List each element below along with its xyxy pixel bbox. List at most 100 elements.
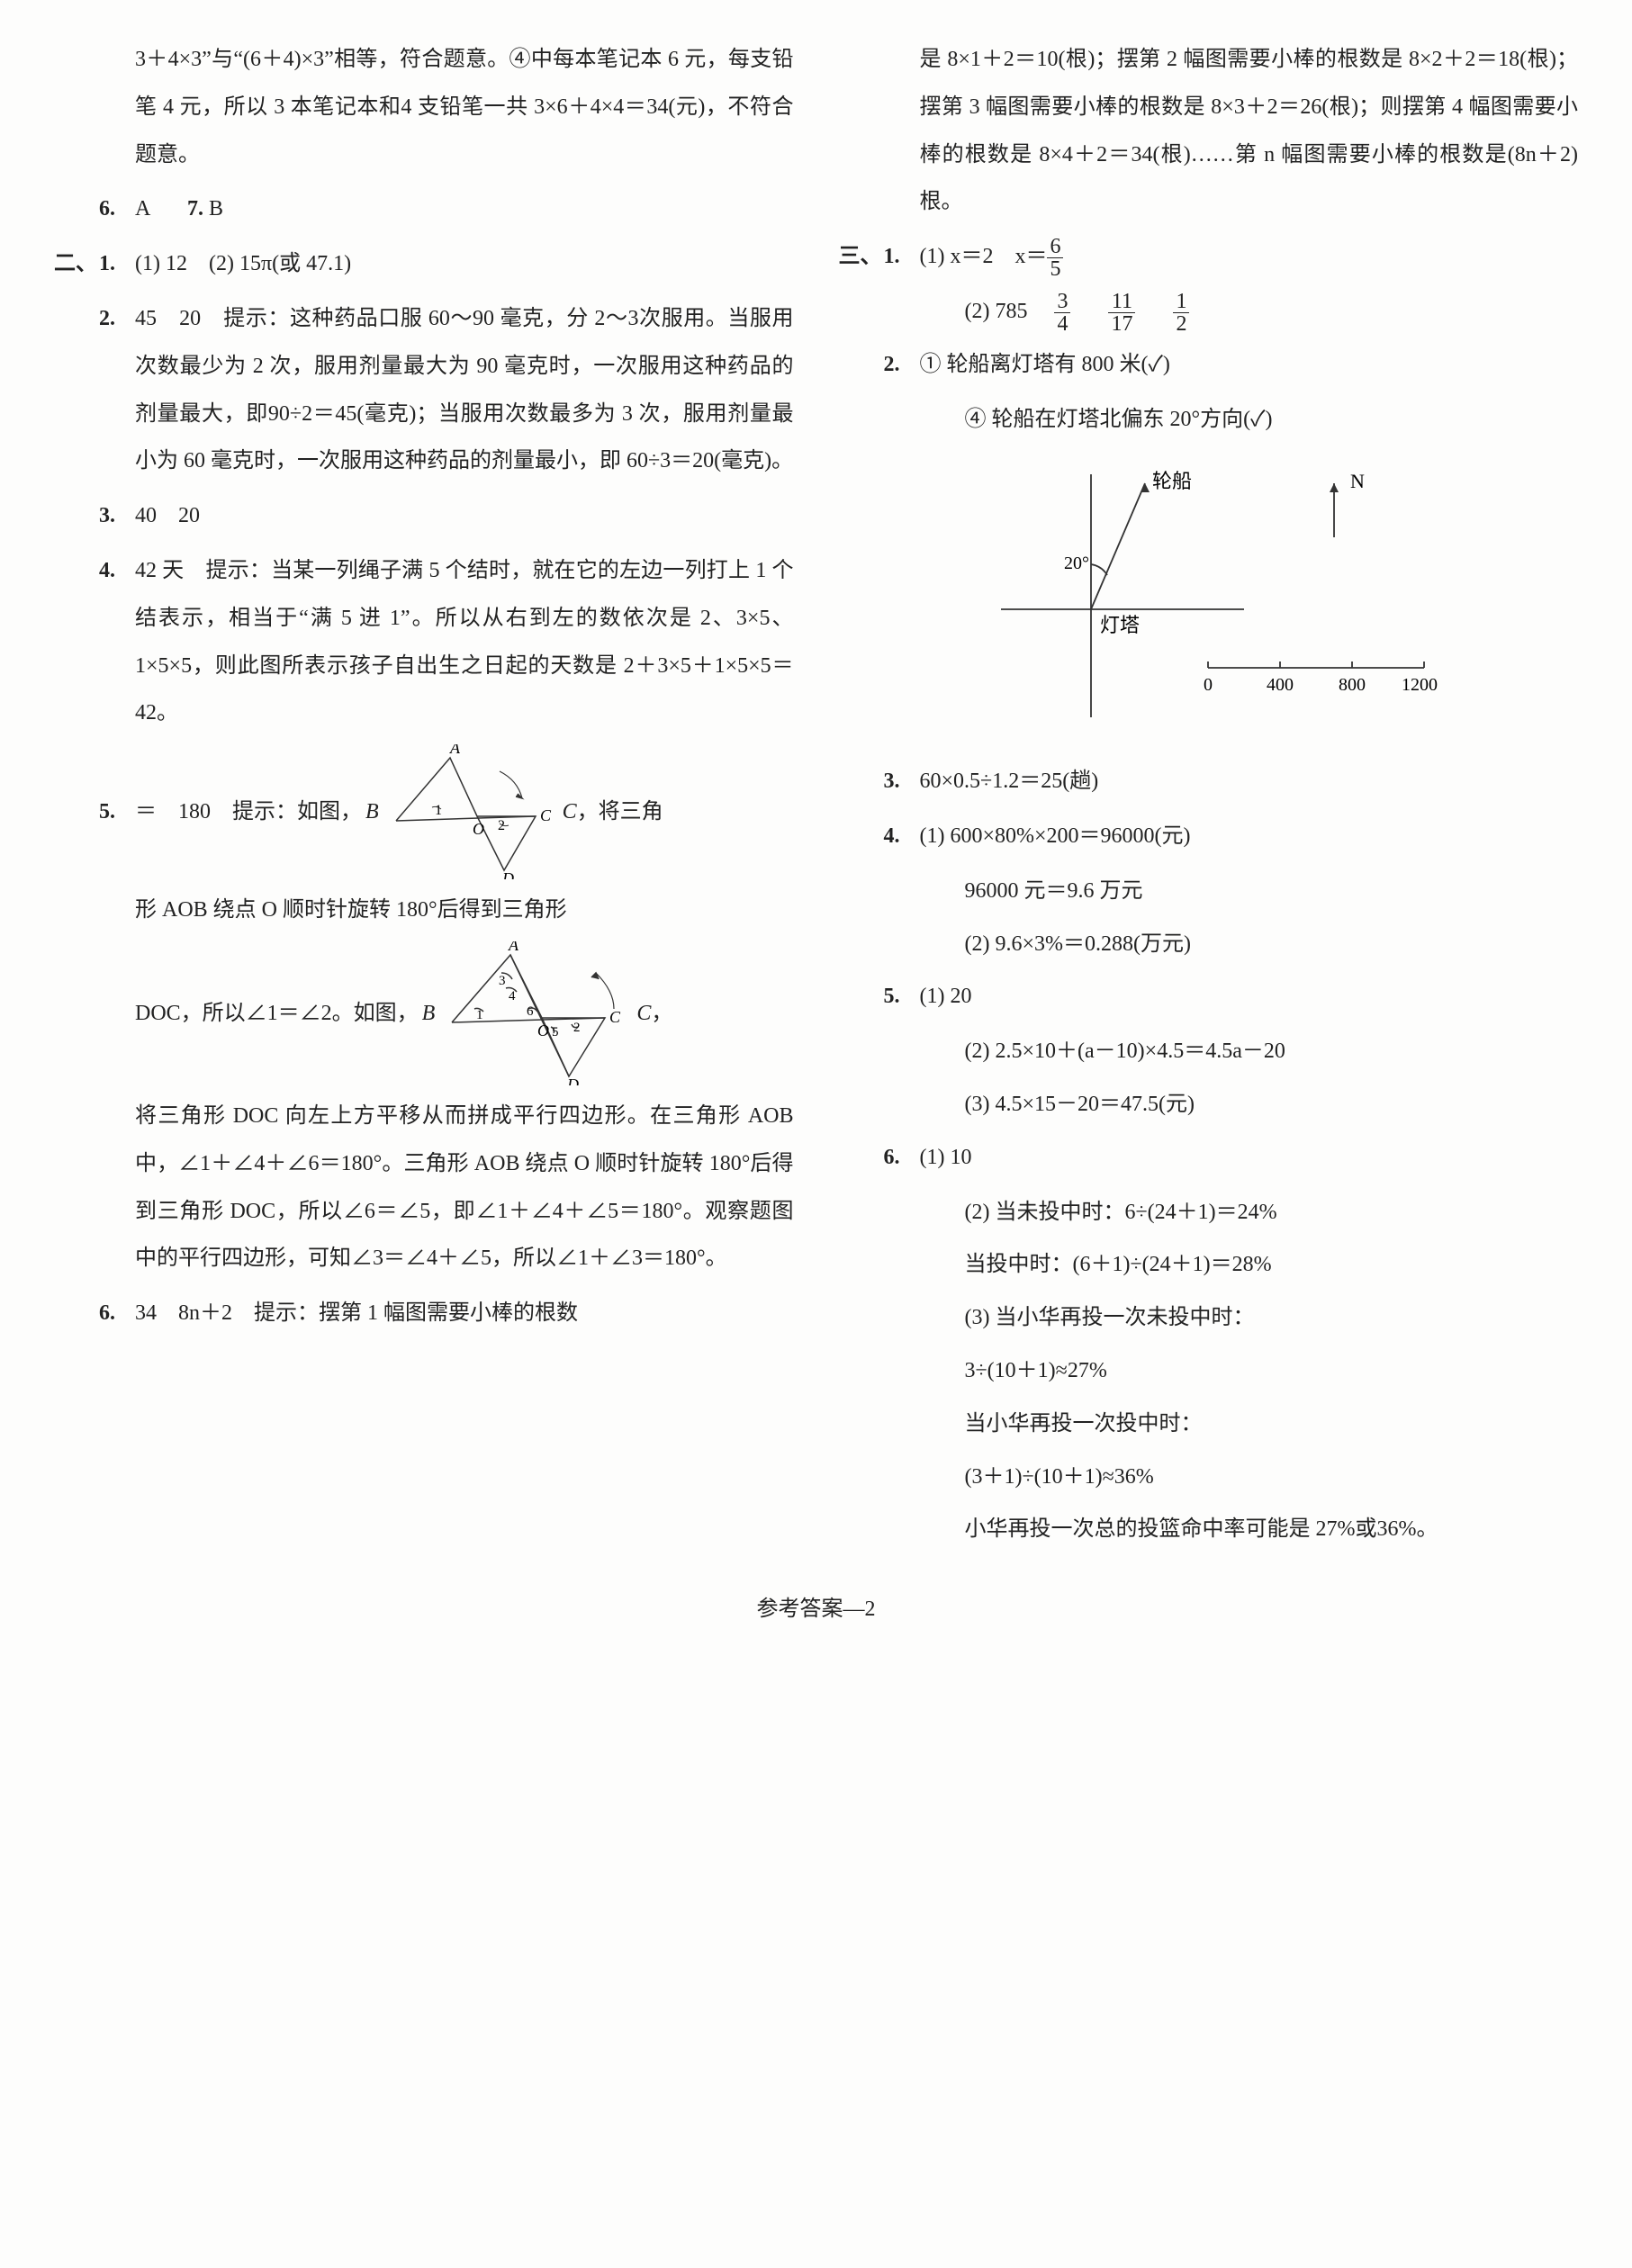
q5-number: 5. [99,788,115,836]
q7-answer: B [209,197,223,220]
q6-answer-2: 34 8n＋2 提示：摆第 1 幅图需要小棒的根数 [135,1301,578,1325]
q7-number: 7. [187,197,203,220]
svg-text:O: O [537,1022,549,1040]
section-2-q3: 3. 40 20 [54,492,794,540]
svg-text:6: 6 [527,1004,534,1019]
r-q2-answer-b: ④ 轮船在灯塔北偏东 20°方向(✓) [839,396,1579,444]
svg-text:C: C [609,1008,621,1026]
svg-text:2: 2 [498,818,505,833]
r-q6-answer-h: 小华再投一次总的投篮命中率可能是 27%或36%。 [839,1506,1579,1553]
q6-answer: A [135,197,149,220]
r-q4-answer-b: 96000 元＝9.6 万元 [839,868,1579,915]
r-q4-answer-a: (1) 600×80%×200＝96000(元) [920,824,1191,848]
r-q2-number: 2. [884,341,900,389]
fraction-11-17: 1117 [1108,291,1135,335]
r-q1-b: (2) 785 [965,300,1050,323]
fraction-6-5: 65 [1047,236,1063,280]
compass-figure: 轮船 N 20° 灯塔 0 400 800 1200 m [839,456,1579,744]
right-column: 是 8×1＋2＝10(根)；摆第 2 幅图需要小棒的根数是 8×2＋2＝18(根… [839,36,1579,1559]
r-q3-number: 3. [884,758,900,806]
section-2-label: 二、 [54,240,97,288]
section-2-q5-part2: 形 AOB 绕点 O 顺时针旋转 180°后得到三角形 [54,886,794,934]
svg-text:N: N [1350,470,1365,492]
r-q1-sub2: (2) 785 34 1117 12 [839,288,1579,336]
r-q4-number: 4. [884,813,900,860]
left-column: 3＋4×3”与“(6＋4)×3”相等，符合题意。④中每本笔记本 6 元，每支铅笔… [54,36,794,1559]
r-q1-number: 1. [884,233,900,281]
q6-number-2: 6. [99,1290,115,1337]
answer-6-7: 6. A 7. B [54,185,794,233]
r-q5-number: 5. [884,973,900,1021]
q2-number: 2. [99,295,115,343]
svg-text:D: D [501,869,514,879]
r-q2-answer-a: ① 轮船离灯塔有 800 米(✓) [920,353,1170,376]
q3-answer: 40 20 [135,504,200,527]
svg-text:轮船: 轮船 [1152,470,1192,492]
section-2-q6: 6. 34 8n＋2 提示：摆第 1 幅图需要小棒的根数 [54,1290,794,1337]
r-q6-answer-d: (3) 当小华再投一次未投中时： [839,1294,1579,1342]
svg-text:2: 2 [573,1021,581,1035]
svg-text:3: 3 [499,974,506,988]
paragraph-continued-r: 是 8×1＋2＝10(根)；摆第 2 幅图需要小棒的根数是 8×2＋2＝18(根… [839,36,1579,226]
q3-number: 3. [99,492,115,540]
svg-text:4: 4 [509,989,516,1004]
svg-text:800: 800 [1339,675,1366,695]
section-3-q6: 6. (1) 10 [839,1134,1579,1182]
paragraph-continued: 3＋4×3”与“(6＋4)×3”相等，符合题意。④中每本笔记本 6 元，每支铅笔… [54,36,794,178]
r-q5-answer-b: (2) 2.5×10＋(a－10)×4.5＝4.5a－20 [839,1028,1579,1076]
q5-answer-d: DOC，所以∠1＝∠2。如图， [135,990,419,1038]
section-2-q5-part4: 将三角形 DOC 向左上方平移从而拼成平行四边形。在三角形 AOB 中，∠1＋∠… [54,1093,794,1282]
q5-answer-f: 将三角形 DOC 向左上方平移从而拼成平行四边形。在三角形 AOB 中，∠1＋∠… [135,1104,794,1270]
r-q6-answer-f: 当小华再投一次投中时： [839,1400,1579,1448]
svg-text:灯塔: 灯塔 [1100,614,1140,636]
section-3-q5: 5. (1) 20 [839,973,1579,1021]
q1-answer: (1) 12 (2) 15π(或 47.1) [135,252,351,275]
svg-text:1: 1 [435,803,442,818]
section-2-q2: 2. 45 20 提示：这种药品口服 60～90 毫克，分 2～3次服用。当服用… [54,295,794,485]
svg-text:D: D [566,1076,579,1085]
q5-answer-b: ，将三角 [577,788,663,836]
section-3-label: 三、 [839,233,882,281]
fraction-1-2: 12 [1173,291,1189,335]
svg-text:A: A [508,941,519,954]
r-q5-answer-c: (3) 4.5×15－20＝47.5(元) [839,1081,1579,1129]
triangle-figure-1: A C D O 1 2 [383,744,563,879]
q5-answer-c: 形 AOB 绕点 O 顺时针旋转 180°后得到三角形 [135,898,567,922]
r-q5-answer-a: (1) 20 [920,985,972,1008]
section-2-q5-part1: 5. ＝ 180 提示：如图， B A C D O 1 2 C [54,744,794,879]
r-q6-answer-b: (2) 当未投中时：6÷(24＋1)＝24% [839,1189,1579,1237]
svg-text:400: 400 [1267,675,1294,695]
svg-text:A: A [449,744,461,757]
q5-answer-e: ， [651,990,672,1038]
svg-text:5: 5 [552,1025,559,1040]
svg-text:20°: 20° [1064,554,1089,573]
section-2-q4: 4. 42 天 提示：当某一列绳子满 5 个结时，就在它的左边一列打上 1 个结… [54,547,794,737]
q4-answer: 42 天 提示：当某一列绳子满 5 个结时，就在它的左边一列打上 1 个结表示，… [135,559,794,724]
q5-answer-a: ＝ 180 提示：如图， [135,788,362,836]
section-3-q1: 三、 1. (1) x＝2 x＝65 [839,233,1579,281]
section-3-q4: 4. (1) 600×80%×200＝96000(元) [839,813,1579,860]
fraction-3-4: 34 [1054,291,1070,335]
triangle-figure-2: A C D O 1 3 4 6 5 2 [438,941,636,1085]
r-q3-answer: 60×0.5÷1.2＝25(趟) [920,770,1099,793]
svg-text:0: 0 [1204,675,1213,695]
section-3-q2: 2. ① 轮船离灯塔有 800 米(✓) [839,341,1579,389]
svg-text:O: O [473,820,484,838]
page: 3＋4×3”与“(6＋4)×3”相等，符合题意。④中每本笔记本 6 元，每支铅笔… [54,36,1578,1559]
r-q4-answer-c: (2) 9.6×3%＝0.288(万元) [839,921,1579,968]
section-2-q5-part3: DOC，所以∠1＝∠2。如图， B A C D [54,941,794,1085]
r-q6-number: 6. [884,1134,900,1182]
page-footer: 参考答案—2 [54,1586,1578,1634]
q4-number: 4. [99,547,115,595]
q6-number: 6. [99,185,115,233]
q2-answer: 45 20 提示：这种药品口服 60～90 毫克，分 2～3次服用。当服用次数最… [135,307,794,472]
q1-number: 1. [99,240,115,288]
r-q6-answer-g: (3＋1)÷(10＋1)≈36% [839,1454,1579,1501]
r-q6-answer-c: 当投中时：(6＋1)÷(24＋1)＝28% [839,1241,1579,1289]
r-q1-answer-a: (1) x＝2 x＝ [920,245,1048,268]
section-3-q3: 3. 60×0.5÷1.2＝25(趟) [839,758,1579,806]
r-q6-answer-e: 3÷(10＋1)≈27% [839,1347,1579,1395]
svg-text:C: C [540,806,552,824]
svg-text:1200 m: 1200 m [1402,675,1442,695]
r-q6-answer-a: (1) 10 [920,1146,972,1169]
